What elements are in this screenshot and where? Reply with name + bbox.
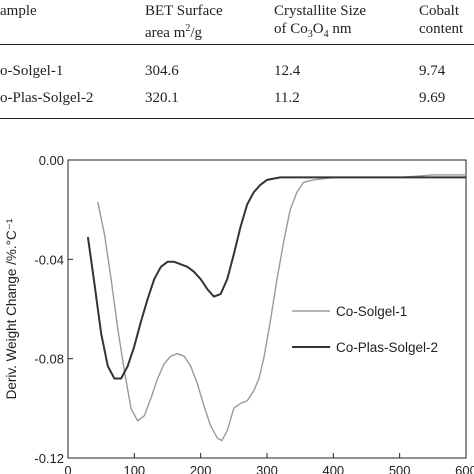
row1-bet: 304.6 — [145, 63, 179, 79]
series-line-2 — [86, 176, 466, 380]
row2-bet: 320.1 — [145, 90, 179, 106]
legend-label-1: Co-Solgel-1 — [336, 304, 407, 319]
x-tick-label: 300 — [256, 463, 278, 474]
y-tick-label: 0.00 — [39, 153, 64, 168]
header-size-line1: Crystallite Size — [274, 3, 367, 19]
x-tick-label: 0 — [64, 463, 71, 474]
table-rule-bottom — [0, 118, 474, 119]
header-cobalt-line1: Cobalt — [419, 3, 459, 19]
row2-size: 11.2 — [274, 90, 300, 106]
y-tick-label: -0.08 — [34, 352, 64, 367]
header-bet-line2: area m2/g — [145, 23, 203, 41]
row2-cobalt: 9.69 — [419, 90, 446, 106]
legend-label-2: Co-Plas-Solgel-2 — [336, 340, 438, 355]
row1-sample: o-Solgel-1 — [0, 63, 64, 79]
header-cobalt-line2: content — [419, 21, 464, 37]
row1-cobalt: 9.74 — [419, 63, 446, 79]
series-line-1 — [97, 174, 466, 442]
y-tick-label: -0.04 — [34, 252, 64, 267]
table-rule-header — [0, 44, 474, 45]
row1-size: 12.4 — [274, 63, 301, 79]
x-tick-label: 400 — [322, 463, 344, 474]
x-tick-label: 100 — [123, 463, 145, 474]
header-bet-line1: BET Surface — [145, 3, 223, 19]
dtg-chart: 01002003004005006000.00-0.04-0.08-0.12Te… — [4, 153, 474, 474]
x-tick-label: 600 — [455, 463, 474, 474]
x-tick-label: 500 — [389, 463, 411, 474]
header-size-line2: of Co3O4 nm — [274, 21, 352, 40]
x-tick-label: 200 — [190, 463, 212, 474]
row2-sample: o-Plas-Solgel-2 — [0, 90, 94, 106]
data-table: ample BET Surface area m2/g Crystallite … — [0, 0, 474, 128]
header-sample: ample — [0, 3, 37, 19]
y-tick-label: -0.12 — [34, 451, 64, 466]
y-axis-label: Deriv. Weight Change /%.°C⁻¹ — [4, 218, 19, 399]
